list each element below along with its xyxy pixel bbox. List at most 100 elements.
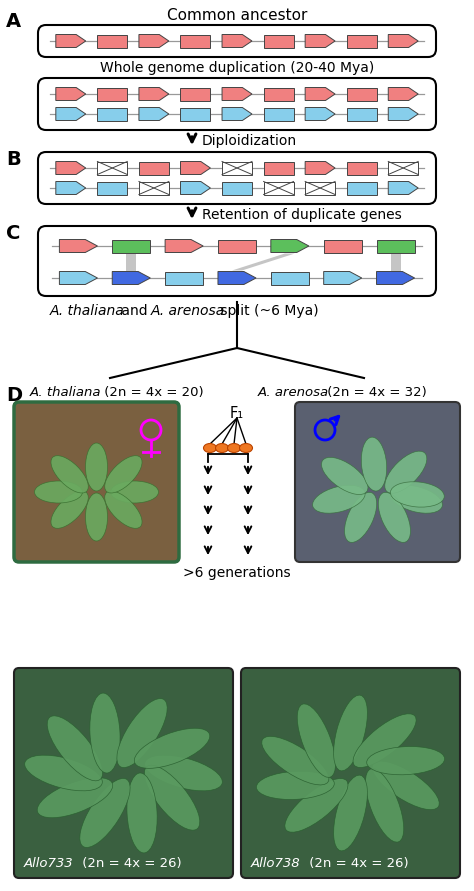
FancyBboxPatch shape bbox=[218, 240, 256, 252]
FancyBboxPatch shape bbox=[295, 402, 460, 562]
Ellipse shape bbox=[105, 455, 142, 493]
Polygon shape bbox=[112, 272, 150, 284]
Polygon shape bbox=[181, 182, 210, 194]
FancyBboxPatch shape bbox=[222, 161, 252, 175]
Polygon shape bbox=[59, 240, 98, 252]
Text: >6 generations: >6 generations bbox=[183, 566, 291, 580]
Ellipse shape bbox=[51, 455, 88, 493]
FancyBboxPatch shape bbox=[14, 668, 233, 878]
FancyBboxPatch shape bbox=[38, 152, 436, 204]
FancyBboxPatch shape bbox=[271, 272, 309, 284]
Ellipse shape bbox=[110, 481, 158, 503]
FancyBboxPatch shape bbox=[264, 161, 293, 175]
FancyBboxPatch shape bbox=[97, 182, 128, 194]
Ellipse shape bbox=[228, 444, 240, 453]
Text: A. arenosa: A. arenosa bbox=[151, 304, 225, 318]
FancyBboxPatch shape bbox=[139, 161, 169, 175]
FancyBboxPatch shape bbox=[346, 108, 377, 120]
Polygon shape bbox=[56, 182, 86, 194]
FancyBboxPatch shape bbox=[38, 25, 436, 57]
Ellipse shape bbox=[117, 699, 167, 767]
FancyBboxPatch shape bbox=[305, 182, 335, 194]
Ellipse shape bbox=[361, 437, 387, 491]
Polygon shape bbox=[391, 254, 401, 271]
Text: Allo733: Allo733 bbox=[24, 857, 73, 870]
Ellipse shape bbox=[51, 491, 88, 528]
FancyBboxPatch shape bbox=[112, 240, 150, 252]
Text: A. thaliana: A. thaliana bbox=[50, 304, 125, 318]
Polygon shape bbox=[388, 35, 418, 47]
FancyBboxPatch shape bbox=[346, 182, 377, 194]
FancyBboxPatch shape bbox=[376, 240, 415, 252]
FancyBboxPatch shape bbox=[38, 78, 436, 130]
Ellipse shape bbox=[285, 779, 348, 832]
Polygon shape bbox=[222, 87, 252, 101]
Polygon shape bbox=[139, 108, 169, 120]
FancyBboxPatch shape bbox=[97, 108, 128, 120]
Polygon shape bbox=[376, 272, 415, 284]
Ellipse shape bbox=[334, 695, 367, 771]
Polygon shape bbox=[388, 87, 418, 101]
Polygon shape bbox=[181, 161, 210, 175]
FancyBboxPatch shape bbox=[97, 87, 128, 101]
Ellipse shape bbox=[47, 715, 103, 781]
FancyBboxPatch shape bbox=[139, 182, 169, 194]
Ellipse shape bbox=[321, 457, 368, 495]
Ellipse shape bbox=[390, 486, 442, 513]
Ellipse shape bbox=[262, 736, 329, 785]
FancyBboxPatch shape bbox=[181, 108, 210, 120]
Ellipse shape bbox=[85, 493, 108, 541]
FancyBboxPatch shape bbox=[97, 35, 128, 47]
FancyBboxPatch shape bbox=[264, 87, 293, 101]
Text: A. thaliana: A. thaliana bbox=[30, 386, 101, 399]
Polygon shape bbox=[388, 108, 418, 120]
Ellipse shape bbox=[256, 772, 334, 799]
Ellipse shape bbox=[353, 714, 416, 767]
Ellipse shape bbox=[216, 444, 228, 453]
FancyBboxPatch shape bbox=[346, 35, 377, 47]
Ellipse shape bbox=[334, 775, 367, 851]
Text: Whole genome duplication (20-40 Mya): Whole genome duplication (20-40 Mya) bbox=[100, 61, 374, 75]
Ellipse shape bbox=[134, 728, 210, 768]
Polygon shape bbox=[305, 35, 335, 47]
Ellipse shape bbox=[37, 778, 113, 818]
Ellipse shape bbox=[378, 493, 410, 543]
Text: A. arenosa: A. arenosa bbox=[258, 386, 329, 399]
FancyBboxPatch shape bbox=[97, 161, 128, 175]
Polygon shape bbox=[56, 108, 86, 120]
FancyBboxPatch shape bbox=[222, 182, 252, 194]
Ellipse shape bbox=[385, 451, 427, 494]
Polygon shape bbox=[232, 254, 295, 271]
Ellipse shape bbox=[105, 491, 142, 528]
Ellipse shape bbox=[372, 761, 439, 810]
Polygon shape bbox=[126, 254, 137, 271]
Text: F₁: F₁ bbox=[230, 406, 244, 421]
Polygon shape bbox=[388, 182, 418, 194]
Ellipse shape bbox=[85, 443, 108, 491]
Ellipse shape bbox=[297, 704, 336, 777]
Ellipse shape bbox=[145, 756, 222, 791]
Text: Retention of duplicate genes: Retention of duplicate genes bbox=[202, 208, 402, 222]
Ellipse shape bbox=[367, 747, 445, 775]
FancyBboxPatch shape bbox=[346, 87, 377, 101]
Polygon shape bbox=[56, 161, 86, 175]
FancyBboxPatch shape bbox=[181, 87, 210, 101]
Text: Allo738: Allo738 bbox=[251, 857, 301, 870]
FancyBboxPatch shape bbox=[165, 272, 203, 284]
Polygon shape bbox=[218, 272, 256, 284]
Ellipse shape bbox=[90, 693, 120, 773]
Polygon shape bbox=[222, 35, 252, 47]
Ellipse shape bbox=[312, 486, 365, 513]
Polygon shape bbox=[324, 272, 362, 284]
Polygon shape bbox=[56, 35, 86, 47]
Ellipse shape bbox=[127, 773, 157, 853]
Ellipse shape bbox=[80, 779, 130, 847]
Polygon shape bbox=[305, 108, 335, 120]
Ellipse shape bbox=[25, 756, 102, 791]
Ellipse shape bbox=[203, 444, 217, 453]
FancyBboxPatch shape bbox=[324, 240, 362, 252]
Polygon shape bbox=[139, 87, 169, 101]
Text: Diploidization: Diploidization bbox=[202, 134, 297, 148]
Polygon shape bbox=[165, 240, 203, 252]
Text: (2n = 4x = 26): (2n = 4x = 26) bbox=[305, 857, 409, 870]
